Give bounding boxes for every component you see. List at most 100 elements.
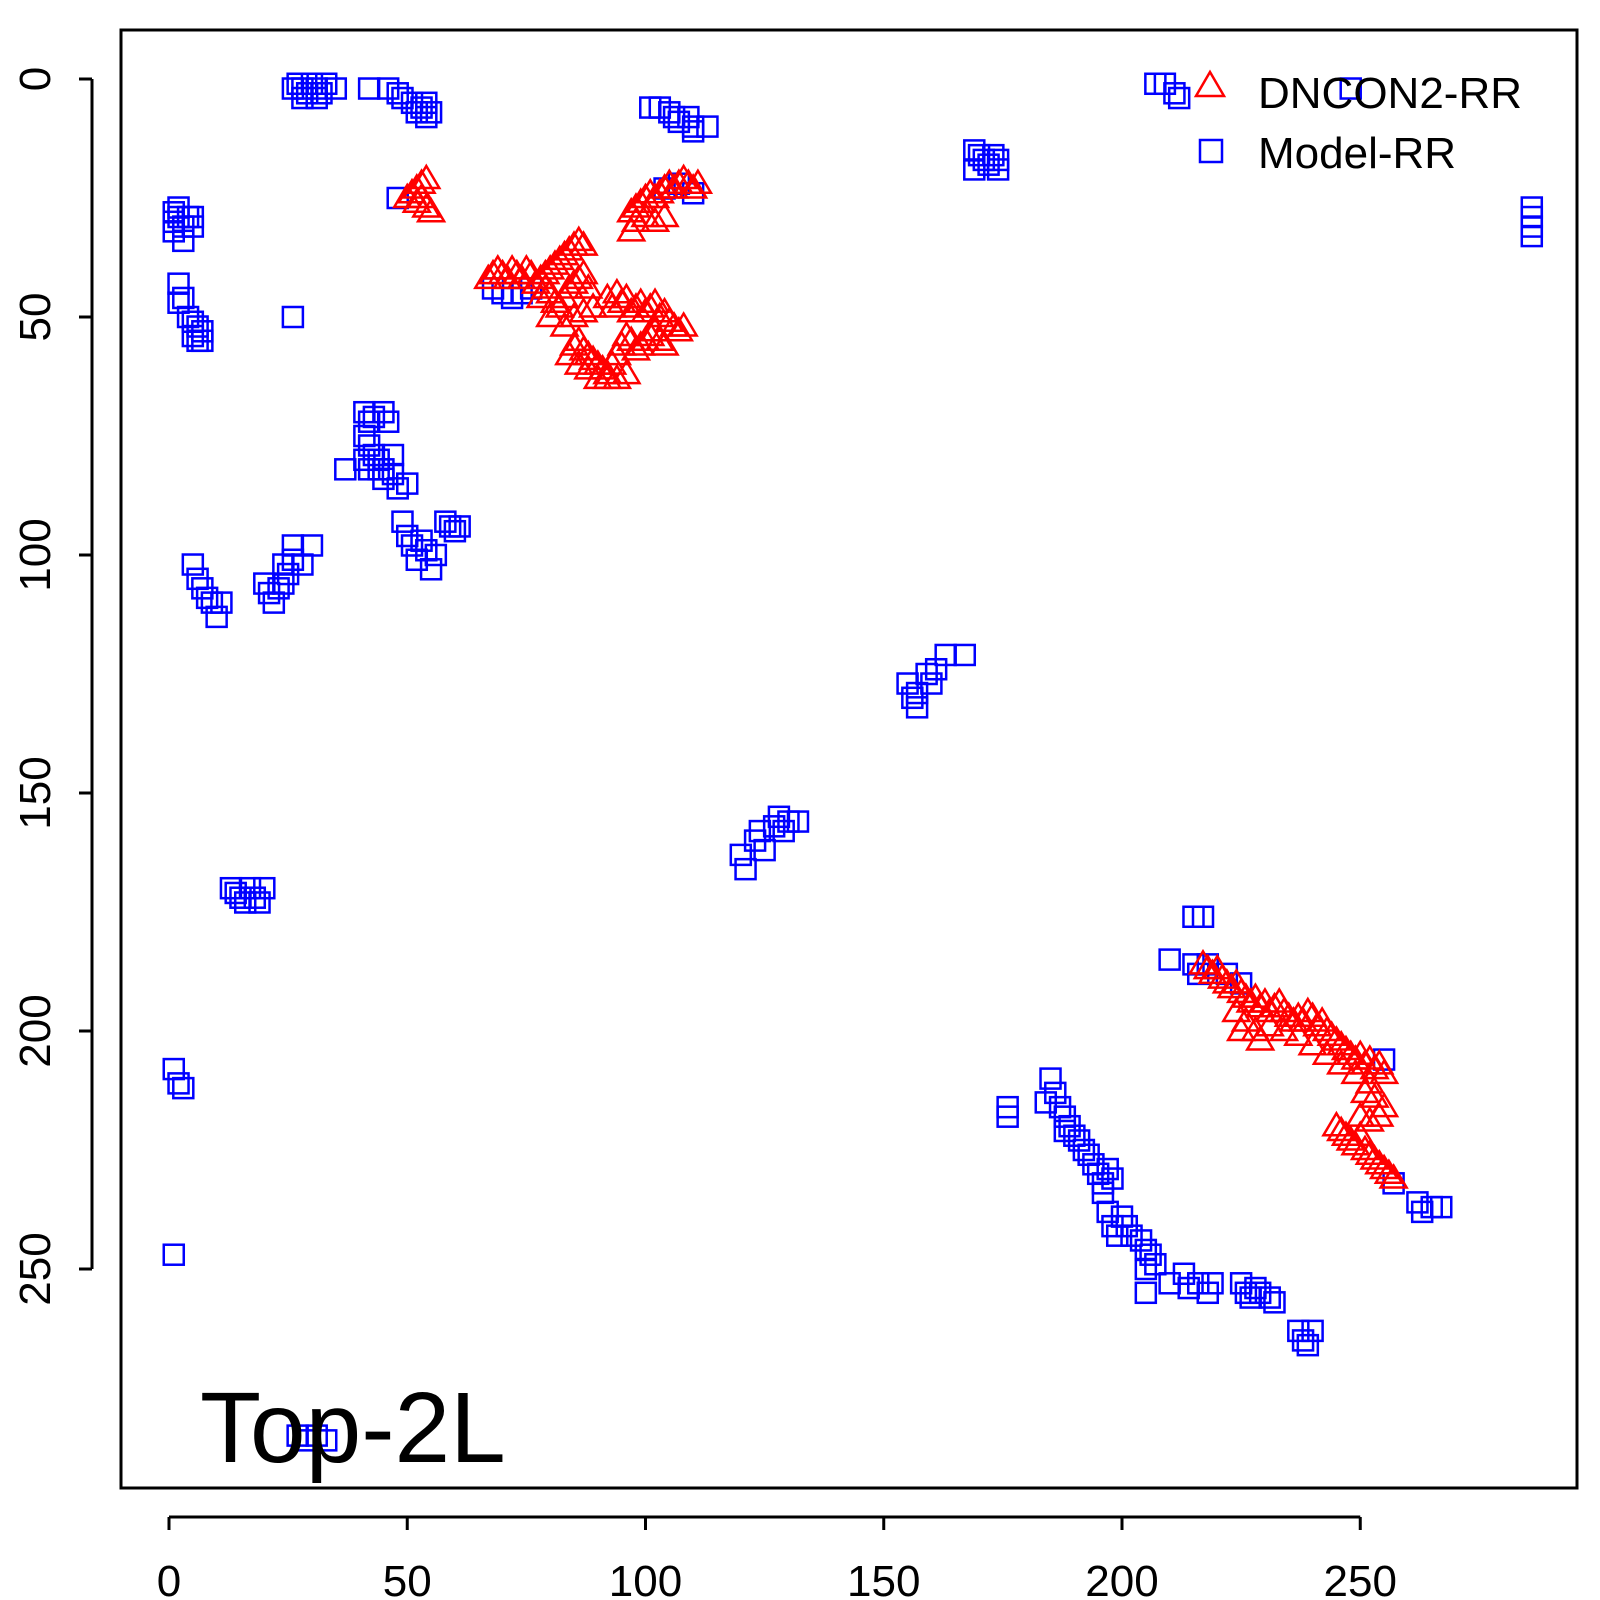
- dncon2-rr-point: [544, 244, 575, 271]
- x-tick-label: 200: [1085, 1557, 1158, 1600]
- model-rr-point: [415, 91, 438, 115]
- model-rr-point: [210, 591, 233, 614]
- series-model-rr: [162, 72, 1544, 1452]
- dncon2-rr-point: [558, 301, 590, 328]
- model-rr-point: [162, 1057, 186, 1081]
- model-rr-point: [281, 534, 305, 557]
- model-rr-point: [786, 810, 810, 833]
- dncon2-rr-point: [1359, 1082, 1390, 1108]
- plot-marks: [162, 72, 1544, 1452]
- model-rr-point: [982, 143, 1005, 167]
- dncon2-rr-point: [1354, 1105, 1385, 1132]
- model-rr-point: [1158, 948, 1181, 971]
- model-rr-point: [729, 843, 753, 867]
- dncon2-rr-point: [473, 263, 504, 290]
- model-rr-point: [753, 838, 776, 862]
- legend-label-model: Model-RR: [1258, 129, 1456, 178]
- dncon2-rr-point: [1325, 1115, 1357, 1142]
- dncon2-rr-point: [677, 173, 709, 199]
- model-rr-point: [1430, 1195, 1453, 1219]
- y-tick-label: 50: [11, 293, 60, 342]
- model-rr-point: [248, 891, 271, 914]
- panel-annotation: Top-2L: [200, 1372, 506, 1484]
- model-rr-point: [253, 876, 276, 900]
- dncon2-rr-point: [654, 306, 685, 333]
- plot-frame: [119, 28, 1579, 1490]
- model-rr-point: [1339, 77, 1362, 100]
- dncon2-rr-point: [1321, 1110, 1352, 1137]
- x-tick-label: 100: [609, 1557, 682, 1600]
- dncon2-rr-point: [1187, 948, 1219, 975]
- y-tick-label: 0: [11, 67, 60, 91]
- y-tick-label: 100: [11, 518, 60, 591]
- model-rr-point: [953, 643, 977, 667]
- model-rr-point: [300, 534, 324, 557]
- model-rr-point: [1044, 1081, 1067, 1105]
- model-rr-point: [1163, 82, 1186, 105]
- model-rr-point: [172, 286, 195, 310]
- dncon2-rr-point: [625, 330, 656, 356]
- model-rr-point: [1301, 1319, 1324, 1343]
- model-rr-point: [415, 105, 438, 129]
- y-tick-label: 250: [11, 1232, 60, 1305]
- model-rr-point: [1296, 1333, 1320, 1357]
- model-rr-point: [986, 158, 1010, 181]
- dncon2-rr-point: [563, 349, 594, 375]
- model-rr-point: [734, 857, 757, 881]
- dncon2-rr-point: [1321, 1025, 1352, 1051]
- model-rr-point: [443, 519, 467, 543]
- model-rr-point: [396, 472, 419, 495]
- legend-triangle-icon: [1193, 69, 1227, 98]
- dncon2-rr-point: [549, 311, 580, 337]
- model-rr-point: [181, 553, 205, 576]
- model-rr-point: [696, 115, 719, 138]
- model-rr-point: [162, 1243, 186, 1266]
- dncon2-rr-point: [630, 296, 661, 323]
- dncon2-rr-point: [1268, 996, 1300, 1023]
- dncon2-rr-point: [1225, 1015, 1257, 1042]
- dncon2-rr-point: [554, 339, 585, 366]
- model-rr-point: [1201, 1272, 1224, 1295]
- dncon2-rr-point: [644, 325, 675, 352]
- x-tick-label: 150: [847, 1557, 920, 1600]
- dncon2-rr-point: [1325, 1029, 1357, 1056]
- dncon2-rr-point: [530, 258, 561, 285]
- axes: 0 50 100 150 200 250 0 50 100 150 200 250: [11, 67, 1397, 1600]
- dncon2-rr-point: [1283, 1020, 1314, 1047]
- dncon2-rr-point: [1335, 1125, 1366, 1151]
- dncon2-rr-point: [1311, 1039, 1343, 1066]
- model-rr-point: [1039, 1067, 1062, 1090]
- dncon2-rr-point: [1349, 1077, 1381, 1104]
- dncon2-rr-point: [1364, 1148, 1395, 1175]
- model-rr-point: [281, 305, 305, 329]
- model-rr-point: [419, 558, 443, 581]
- model-rr-point: [1096, 1200, 1119, 1224]
- dncon2-rr-point: [606, 287, 637, 313]
- dncon2-rr-point: [554, 272, 585, 299]
- model-rr-point: [905, 696, 929, 719]
- dncon2-rr-point: [682, 168, 714, 194]
- y-tick-label: 200: [11, 994, 60, 1067]
- dncon2-rr-point: [611, 358, 642, 385]
- dncon2-rr-point: [611, 320, 642, 347]
- dncon2-rr-point: [573, 339, 604, 366]
- y-tick-label: 150: [11, 756, 60, 829]
- dncon2-rr-point: [658, 173, 690, 199]
- dncon2-rr-point: [1244, 1025, 1276, 1051]
- dncon2-rr-point: [539, 249, 571, 275]
- dncon2-rr-point: [601, 363, 633, 390]
- model-rr-point: [324, 77, 348, 100]
- dncon2-rr-point: [406, 182, 437, 209]
- dncon2-rr-point: [649, 330, 680, 356]
- dncon2-rr-point: [563, 263, 594, 290]
- model-rr-point: [172, 1076, 195, 1100]
- model-rr-point: [681, 120, 705, 143]
- dncon2-rr-point: [558, 268, 590, 294]
- x-tick-label: 250: [1324, 1557, 1397, 1600]
- dncon2-rr-point: [1325, 1048, 1357, 1075]
- model-rr-point: [376, 410, 400, 433]
- dncon2-rr-point: [620, 334, 652, 361]
- model-rr-point: [357, 77, 381, 100]
- model-rr-point: [314, 1429, 338, 1452]
- dncon2-rr-point: [1378, 1163, 1409, 1189]
